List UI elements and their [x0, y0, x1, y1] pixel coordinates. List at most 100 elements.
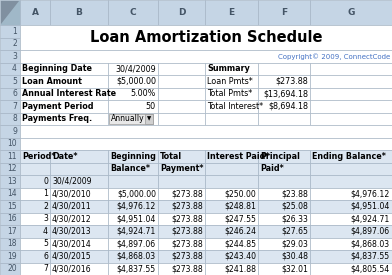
Bar	[20, 87, 108, 100]
Bar	[258, 225, 310, 238]
Bar	[158, 263, 205, 275]
Bar	[158, 100, 205, 112]
Text: 4: 4	[12, 64, 17, 73]
Bar	[205, 75, 258, 87]
Text: G: G	[347, 8, 355, 17]
Bar	[20, 125, 392, 138]
Bar	[20, 175, 50, 188]
Bar	[108, 87, 158, 100]
Bar	[108, 238, 158, 250]
Bar	[20, 200, 50, 213]
Text: Annual Interest Rate: Annual Interest Rate	[22, 89, 116, 98]
Bar	[108, 0, 158, 25]
Bar	[205, 100, 258, 112]
Bar	[108, 138, 158, 150]
Text: $273.88: $273.88	[171, 214, 203, 223]
Text: 7: 7	[12, 102, 17, 111]
Text: $4,868.03: $4,868.03	[351, 239, 390, 248]
Bar	[108, 100, 158, 112]
Bar	[158, 87, 205, 100]
Bar	[50, 163, 108, 175]
Text: $4,976.12: $4,976.12	[117, 202, 156, 211]
Bar	[0, 37, 20, 50]
Text: 5: 5	[12, 77, 17, 86]
Text: D: D	[178, 8, 185, 17]
Bar	[20, 100, 108, 112]
Bar	[310, 188, 392, 200]
Bar	[258, 263, 310, 275]
Bar	[158, 188, 205, 200]
Bar	[50, 37, 108, 50]
Bar	[20, 250, 50, 263]
Text: Total Pmts*: Total Pmts*	[207, 89, 252, 98]
Text: $29.03: $29.03	[281, 239, 308, 248]
Bar	[205, 225, 258, 238]
Bar	[258, 188, 310, 200]
Bar	[205, 112, 258, 125]
Text: Payments Freq.: Payments Freq.	[22, 114, 92, 123]
Text: 3: 3	[12, 52, 17, 61]
Bar	[158, 75, 205, 87]
Bar	[158, 112, 205, 125]
Bar	[258, 175, 310, 188]
Bar	[108, 213, 158, 225]
Bar	[310, 200, 392, 213]
Bar	[20, 87, 50, 100]
Bar	[310, 37, 392, 50]
Bar	[158, 213, 205, 225]
Text: $4,924.71: $4,924.71	[117, 227, 156, 236]
Bar	[108, 175, 158, 188]
Bar	[20, 50, 392, 62]
Text: 4/30/2014: 4/30/2014	[52, 239, 92, 248]
Bar	[108, 50, 158, 62]
Text: 4/30/2011: 4/30/2011	[52, 202, 92, 211]
Bar	[50, 225, 108, 238]
Bar	[310, 250, 392, 263]
Text: $273.88: $273.88	[275, 77, 308, 86]
Text: 5: 5	[43, 239, 48, 248]
Bar	[205, 200, 258, 213]
Bar	[258, 112, 310, 125]
Bar	[158, 62, 205, 75]
Bar	[205, 238, 258, 250]
Bar	[258, 25, 310, 37]
Bar	[158, 138, 205, 150]
Text: 1: 1	[43, 189, 48, 198]
Bar	[0, 163, 20, 175]
Text: 2: 2	[12, 39, 17, 48]
Text: $273.88: $273.88	[171, 189, 203, 198]
Text: $26.33: $26.33	[281, 214, 308, 223]
Bar	[108, 75, 158, 87]
Bar	[310, 163, 392, 175]
Bar	[205, 50, 258, 62]
Bar	[50, 188, 108, 200]
Bar	[158, 200, 205, 213]
Bar	[20, 50, 50, 62]
Bar	[108, 125, 158, 138]
Bar	[310, 188, 392, 200]
Text: $25.08: $25.08	[281, 202, 308, 211]
Bar	[50, 200, 108, 213]
Bar	[0, 87, 20, 100]
Bar	[20, 225, 50, 238]
Bar	[258, 0, 310, 25]
Bar	[310, 150, 392, 163]
Text: Copyright© 2009, ConnectCode: Copyright© 2009, ConnectCode	[278, 53, 390, 60]
Bar	[0, 150, 20, 163]
Bar	[20, 37, 50, 50]
Text: $273.88: $273.88	[171, 264, 203, 273]
Bar	[258, 188, 310, 200]
Bar	[310, 112, 392, 125]
Bar	[310, 25, 392, 37]
Bar	[158, 263, 205, 275]
Bar	[108, 25, 158, 37]
Bar	[310, 175, 392, 188]
Bar	[205, 75, 258, 87]
Bar	[310, 225, 392, 238]
Bar	[0, 238, 20, 250]
Text: A: A	[31, 8, 38, 17]
Bar	[258, 87, 310, 100]
Bar	[50, 175, 108, 188]
Bar	[158, 163, 205, 175]
Bar	[310, 250, 392, 263]
